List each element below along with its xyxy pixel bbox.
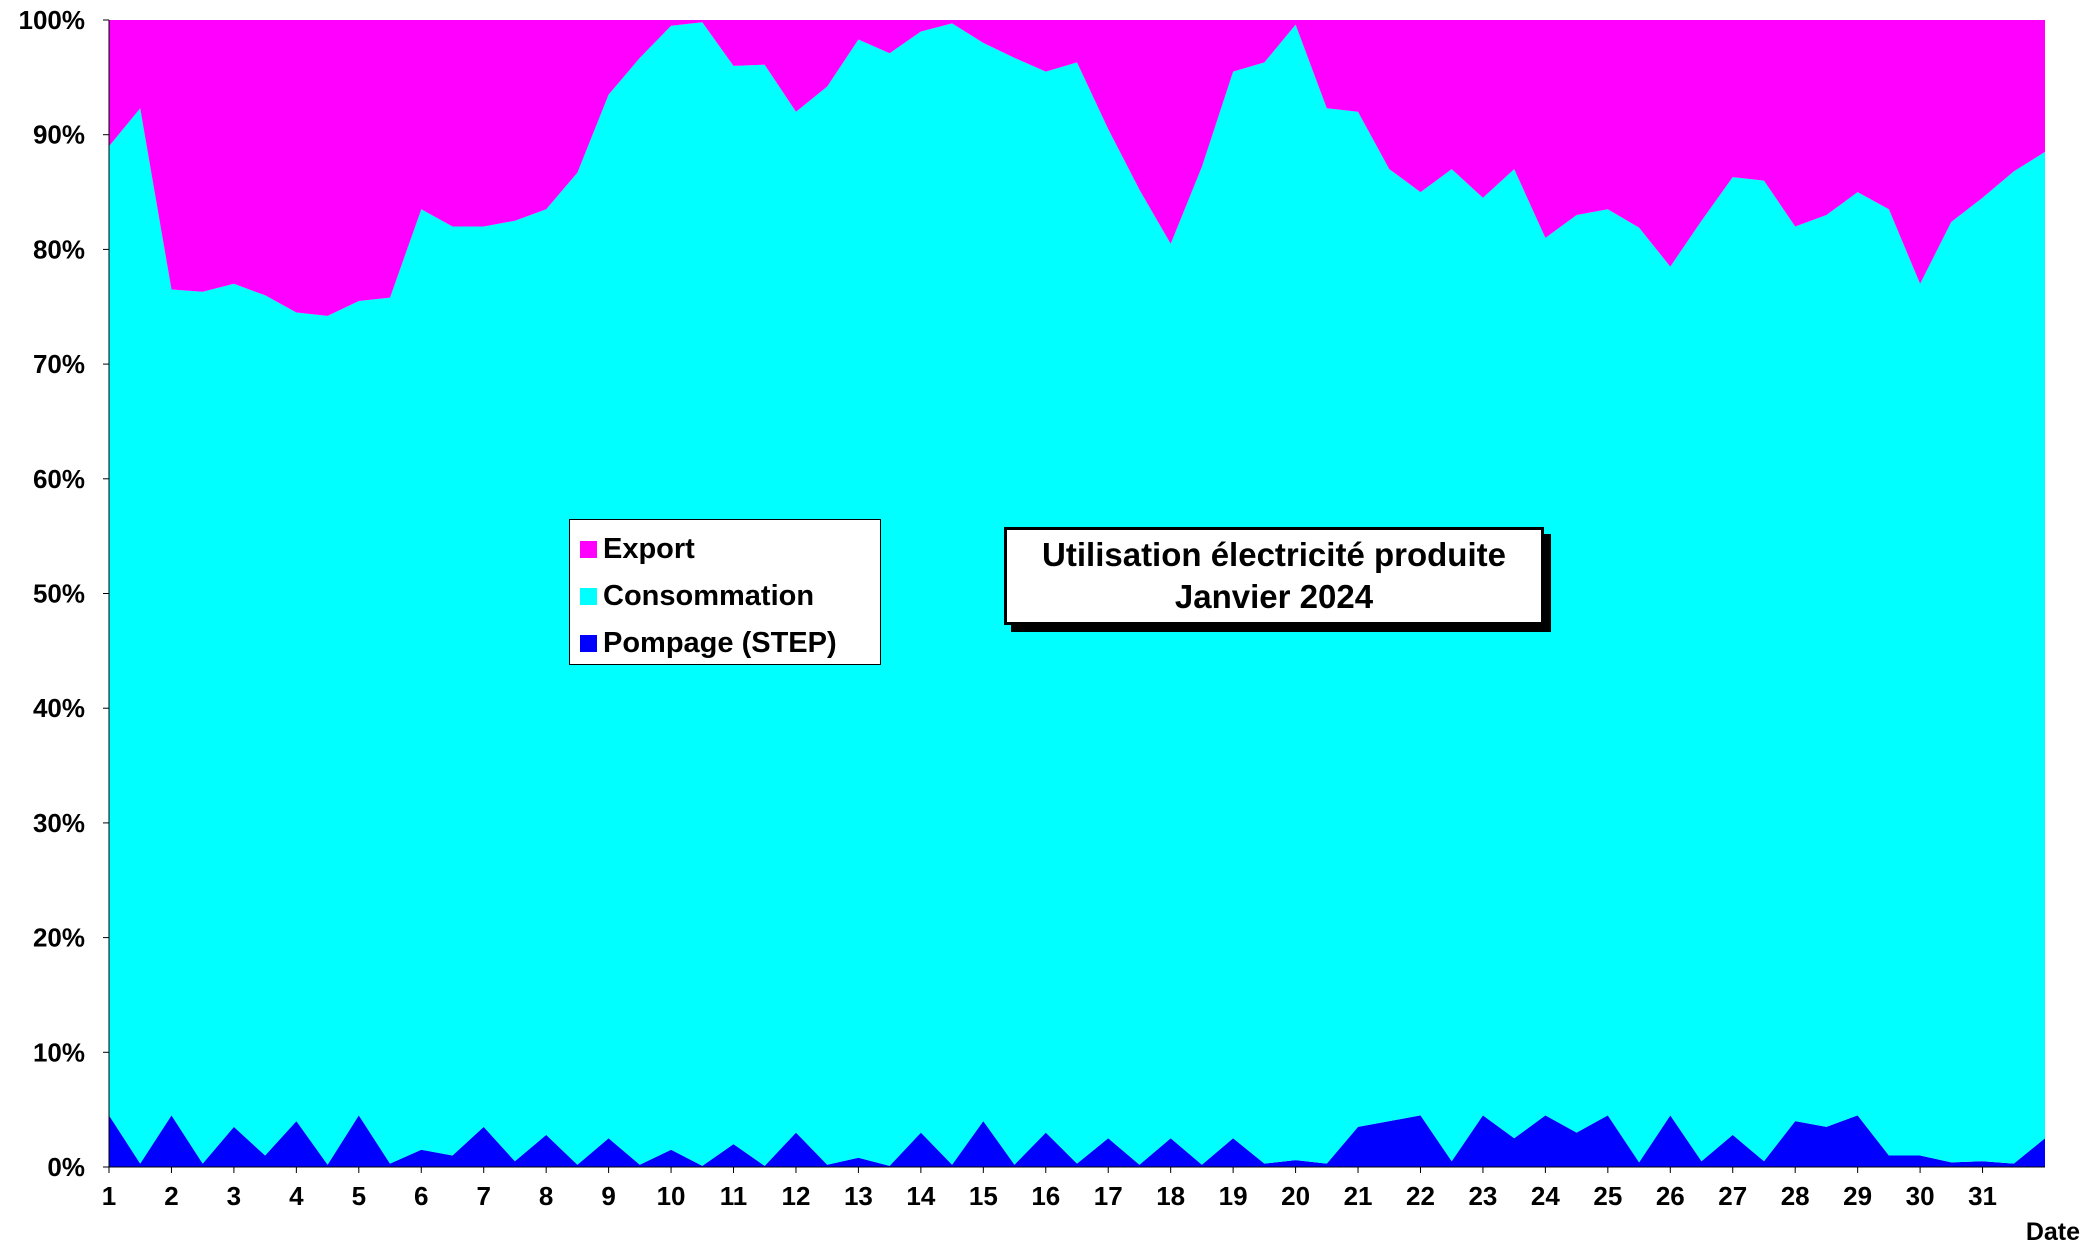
- y-tick-label: 0%: [47, 1152, 85, 1182]
- legend-item-consommation: Consommation: [580, 573, 870, 620]
- legend-label-pompage: Pompage (STEP): [603, 627, 837, 659]
- x-tick-label: 14: [906, 1181, 935, 1211]
- x-tick-label: 26: [1656, 1181, 1685, 1211]
- x-tick-label: 28: [1781, 1181, 1810, 1211]
- x-tick-label: 16: [1031, 1181, 1060, 1211]
- legend-item-export: Export: [580, 526, 870, 573]
- legend-label-consommation: Consommation: [603, 580, 815, 612]
- chart-subtitle: Janvier 2024: [1174, 578, 1374, 615]
- x-tick-label: 13: [844, 1181, 873, 1211]
- y-tick-label: 50%: [33, 579, 85, 609]
- x-tick-label: 11: [720, 1181, 748, 1211]
- x-tick-label: 15: [969, 1181, 998, 1211]
- legend-swatch-export: [580, 541, 597, 558]
- y-tick-label: 70%: [33, 349, 85, 379]
- x-tick-label: 21: [1344, 1181, 1373, 1211]
- y-tick-label: 30%: [33, 808, 85, 838]
- x-axis: 1 2 3 4 5 6 7 8 9 10 11 12 13 14 15 16 17 18 19 20 21 22 23 24 2…: [102, 1167, 1997, 1211]
- area-pompage-step: [109, 1115, 2045, 1167]
- y-tick-label: 40%: [33, 693, 85, 723]
- legend-label-export: Export: [603, 533, 695, 565]
- x-tick-label: 10: [657, 1181, 686, 1211]
- x-tick-label: 29: [1843, 1181, 1872, 1211]
- x-tick-label: 4: [289, 1181, 304, 1211]
- x-tick-label: 24: [1531, 1181, 1560, 1211]
- chart-title-box: Utilisation électricité produite Janvier…: [1004, 527, 1544, 625]
- x-tick-label: 20: [1281, 1181, 1310, 1211]
- x-tick-label: 7: [476, 1181, 490, 1211]
- y-tick-label: 10%: [33, 1037, 85, 1067]
- y-tick-label: 80%: [33, 234, 85, 264]
- x-tick-label: 8: [539, 1181, 553, 1211]
- x-tick-label: 19: [1219, 1181, 1248, 1211]
- legend-item-pompage: Pompage (STEP): [580, 620, 870, 667]
- y-axis: 0% 10% 20% 30% 40% 50% 60% 70% 80% 90% 100%: [19, 5, 109, 1182]
- x-tick-label: 9: [601, 1181, 615, 1211]
- x-tick-label: 6: [414, 1181, 428, 1211]
- x-tick-label: 17: [1094, 1181, 1123, 1211]
- x-tick-label: 30: [1906, 1181, 1935, 1211]
- x-tick-label: 25: [1593, 1181, 1622, 1211]
- x-tick-label: 12: [782, 1181, 811, 1211]
- x-tick-label: 23: [1468, 1181, 1497, 1211]
- x-tick-label: 5: [352, 1181, 366, 1211]
- x-tick-label: 22: [1406, 1181, 1435, 1211]
- legend: Export Consommation Pompage (STEP): [569, 519, 881, 665]
- legend-swatch-pompage: [580, 635, 597, 652]
- x-tick-label: 27: [1718, 1181, 1747, 1211]
- x-tick-label: 3: [227, 1181, 241, 1211]
- y-tick-label: 90%: [33, 120, 85, 150]
- y-tick-label: 100%: [19, 5, 86, 35]
- x-tick-label: 18: [1156, 1181, 1185, 1211]
- area-export: [109, 20, 2045, 316]
- x-tick-label: 2: [164, 1181, 178, 1211]
- chart-title: Utilisation électricité produite: [1042, 536, 1506, 573]
- x-axis-label: Date: [2026, 1218, 2080, 1245]
- x-tick-label: 1: [102, 1181, 116, 1211]
- y-tick-label: 60%: [33, 464, 85, 494]
- legend-swatch-consommation: [580, 588, 597, 605]
- x-tick-label: 31: [1968, 1181, 1997, 1211]
- y-tick-label: 20%: [33, 923, 85, 953]
